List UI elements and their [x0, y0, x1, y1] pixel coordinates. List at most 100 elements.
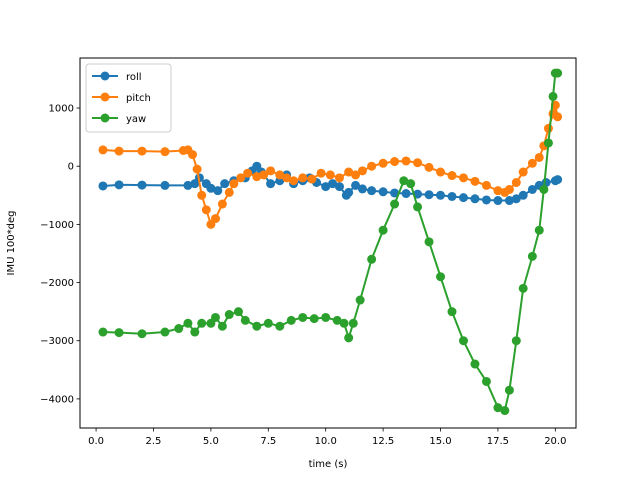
data-point-yaw [406, 179, 416, 189]
data-point-pitch [114, 146, 124, 156]
data-point-roll [527, 184, 537, 194]
data-point-yaw [332, 315, 342, 325]
data-point-pitch [378, 158, 388, 168]
data-point-pitch [493, 186, 503, 196]
data-point-pitch [436, 167, 446, 177]
data-point-yaw [543, 138, 553, 148]
data-point-pitch [447, 171, 457, 181]
data-point-yaw [240, 315, 250, 325]
data-point-yaw [174, 324, 184, 334]
data-point-yaw [217, 321, 227, 331]
data-point-pitch [236, 173, 246, 183]
data-point-pitch [243, 168, 253, 178]
series-pitch [98, 100, 563, 229]
data-point-pitch [518, 167, 528, 177]
data-point-roll [220, 179, 230, 189]
data-point-pitch [334, 173, 344, 183]
y-tick-label: −2000 [40, 278, 74, 289]
data-point-roll [183, 180, 193, 190]
data-point-pitch [413, 158, 423, 168]
data-point-roll [436, 190, 446, 200]
data-point-yaw [252, 321, 262, 331]
data-point-pitch [543, 123, 553, 133]
data-point-yaw [399, 176, 409, 186]
data-point-yaw [275, 321, 285, 331]
data-point-yaw [500, 406, 510, 416]
data-point-pitch [401, 156, 411, 166]
data-point-pitch [259, 170, 269, 180]
data-point-yaw [160, 327, 170, 337]
data-point-pitch [289, 176, 299, 186]
data-point-yaw [224, 310, 234, 320]
data-point-roll [390, 188, 400, 198]
data-point-roll [401, 189, 411, 199]
data-point-roll [357, 184, 367, 194]
data-point-roll [137, 180, 147, 190]
data-point-yaw [348, 318, 358, 328]
data-point-pitch [192, 164, 202, 174]
data-point-yaw [344, 333, 354, 343]
data-point-roll [447, 191, 457, 201]
data-point-yaw [527, 251, 537, 261]
data-point-pitch [424, 162, 434, 172]
data-point-yaw [210, 312, 220, 322]
y-tick-label: −4000 [40, 394, 74, 405]
data-point-yaw [309, 314, 319, 324]
data-point-pitch [275, 170, 285, 180]
x-tick-label: 7.5 [260, 436, 276, 447]
data-point-pitch [458, 173, 468, 183]
data-point-pitch [390, 157, 400, 167]
data-point-yaw [298, 312, 308, 322]
data-point-pitch [282, 173, 292, 183]
data-point-yaw [190, 327, 200, 337]
data-point-roll [351, 180, 361, 190]
x-axis-label: time (s) [309, 459, 348, 470]
data-point-roll [481, 195, 491, 205]
data-point-roll [334, 182, 344, 192]
legend-label-roll: roll [126, 72, 142, 83]
x-tick-label: 5.0 [203, 436, 219, 447]
data-point-roll [493, 196, 503, 206]
series-yaw [98, 68, 563, 416]
data-point-pitch [229, 179, 239, 189]
data-point-pitch [553, 112, 563, 122]
data-point-roll [160, 180, 170, 190]
plot-area [98, 68, 563, 416]
data-point-pitch [201, 205, 211, 215]
x-tick-label: 10.0 [315, 436, 337, 447]
data-point-pitch [137, 146, 147, 156]
data-point-yaw [493, 403, 503, 413]
data-point-yaw [286, 315, 296, 325]
legend-label-pitch: pitch [126, 93, 151, 104]
data-point-roll [504, 196, 514, 206]
data-point-yaw [233, 307, 243, 317]
data-point-roll [470, 194, 480, 204]
data-point-pitch [470, 176, 480, 186]
data-point-pitch [527, 158, 537, 168]
data-point-yaw [481, 376, 491, 386]
data-point-yaw [137, 329, 147, 339]
legend-marker-pitch [100, 92, 110, 102]
data-point-yaw [470, 359, 480, 369]
data-point-pitch [357, 166, 367, 176]
data-point-yaw [504, 385, 514, 395]
x-tick-label: 2.5 [146, 436, 162, 447]
data-point-pitch [160, 147, 170, 157]
data-point-roll [378, 187, 388, 197]
data-point-yaw [98, 327, 108, 337]
data-point-yaw [367, 254, 377, 264]
data-point-pitch [98, 145, 108, 155]
data-point-roll [206, 183, 216, 193]
data-point-yaw [321, 312, 331, 322]
data-point-roll [98, 181, 108, 191]
x-tick-label: 0.0 [88, 436, 104, 447]
data-point-roll [321, 182, 331, 192]
data-point-yaw [511, 336, 521, 346]
data-point-roll [518, 190, 528, 200]
data-point-yaw [263, 318, 273, 328]
data-point-roll [458, 193, 468, 203]
data-point-pitch [504, 184, 514, 194]
data-point-pitch [197, 190, 207, 200]
data-point-roll [344, 187, 354, 197]
